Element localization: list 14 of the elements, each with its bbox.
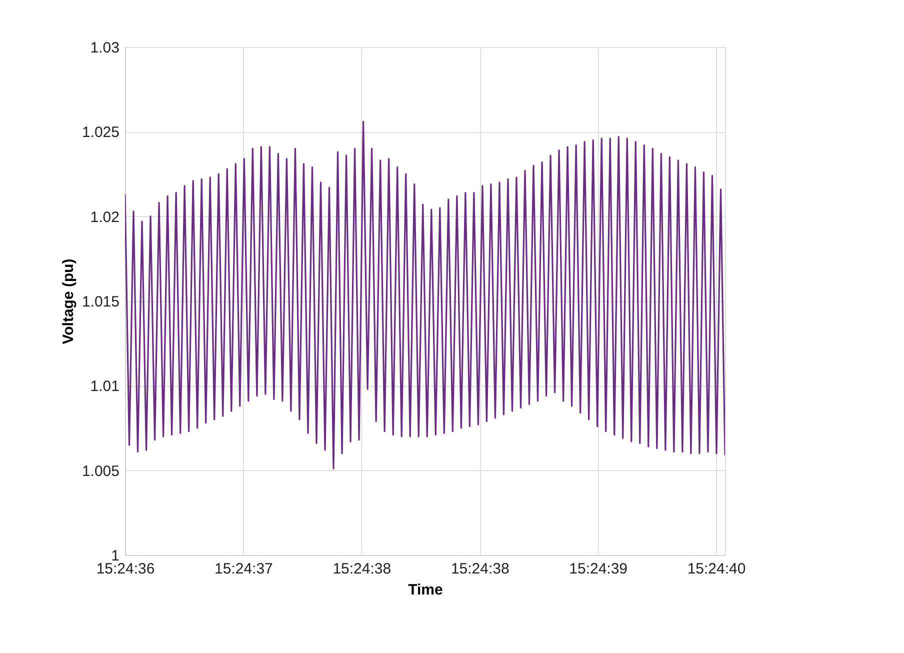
x-tick-label: 15:24:39	[569, 560, 628, 578]
x-tick-label: 15:24:38	[450, 560, 510, 578]
x-tick-label: 15:24:40	[687, 560, 746, 578]
line-series	[125, 120, 725, 470]
y-tick-label: 1.005	[82, 462, 120, 480]
y-tick-label: 1.02	[90, 208, 120, 226]
x-axis-title: Time	[408, 582, 443, 598]
x-tick-label: 15:24:38	[332, 560, 392, 578]
x-tick-label: 15:24:37	[214, 560, 273, 578]
y-tick-label: 1.01	[90, 378, 120, 396]
y-tick-label: 1.025	[82, 124, 120, 142]
y-axis-title: Voltage (pu)	[60, 258, 77, 344]
y-tick-label: 1.015	[82, 294, 120, 310]
y-tick-label: 1.03	[90, 40, 120, 56]
